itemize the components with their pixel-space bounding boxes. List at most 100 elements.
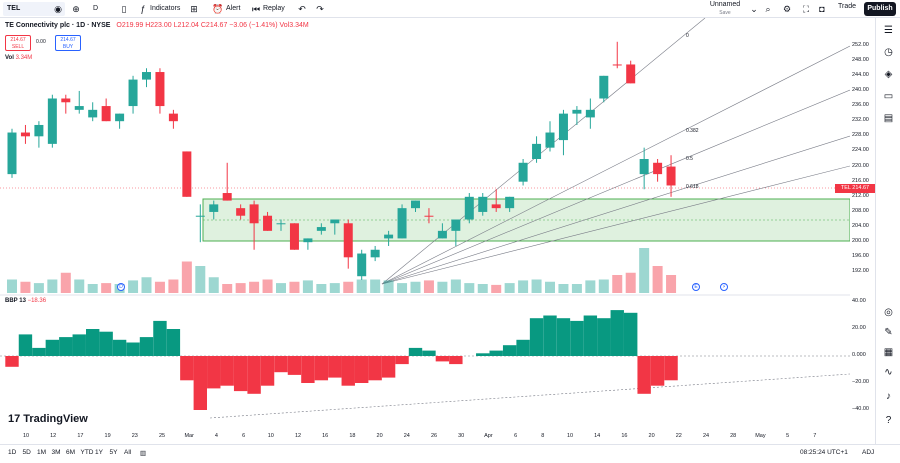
- legend-title[interactable]: TE Connectivity plc · 1D · NYSE: [5, 22, 111, 29]
- candle-body: [478, 196, 488, 212]
- time-axis[interactable]: 10 12 17 19 23 25 Mar 4 6 10 12 16 18 20 24 26 30 Apr 6 8 10…: [0, 430, 850, 444]
- chart-type-icon[interactable]: ▯: [121, 4, 127, 14]
- news-badge[interactable]: ⚡: [720, 283, 728, 291]
- layers-icon[interactable]: ◈: [884, 69, 893, 80]
- time-tick: 30: [458, 433, 465, 439]
- fib-label-5: 0.5: [686, 156, 693, 162]
- notifications-icon[interactable]: ♪: [886, 391, 891, 402]
- chevron-down-icon[interactable]: ⌄: [750, 4, 758, 14]
- bbp-bar: [72, 334, 86, 356]
- candle-body: [330, 219, 340, 224]
- bbp-bar: [529, 318, 544, 356]
- alert-button[interactable]: Alert: [226, 5, 241, 12]
- candle-body: [34, 124, 44, 137]
- legend-open: O219.99: [116, 22, 144, 29]
- eye-icon[interactable]: ◉: [54, 4, 62, 14]
- bbp-bar: [556, 318, 571, 356]
- add-symbol-icon[interactable]: ⊕: [72, 4, 80, 14]
- timeframe-button[interactable]: 6M: [66, 449, 76, 456]
- candle-body: [61, 98, 71, 103]
- volume-bar: [450, 279, 461, 293]
- clock[interactable]: 08:25:24 UTC+1: [800, 449, 848, 456]
- publish-button[interactable]: Publish: [864, 2, 896, 16]
- volume-bar: [464, 283, 475, 293]
- search-icon[interactable]: ⌕: [765, 4, 771, 14]
- pulse-icon[interactable]: ∿: [884, 367, 893, 378]
- timeframe-button[interactable]: 3M: [51, 449, 61, 456]
- vol-value: 3.34M: [15, 55, 33, 61]
- time-tick: 26: [430, 433, 438, 439]
- candle-body: [7, 132, 17, 175]
- candle-body: [142, 72, 151, 80]
- buy-button[interactable]: 214.67 BUY: [55, 35, 81, 51]
- price-tick: 244.00: [852, 71, 869, 78]
- earnings-badge[interactable]: E: [692, 283, 700, 291]
- templates-icon[interactable]: ⊞: [190, 4, 198, 14]
- replay-button[interactable]: Replay: [263, 5, 285, 12]
- candle-body: [370, 249, 380, 258]
- data-window-icon[interactable]: ▤: [883, 113, 894, 124]
- bbp-bar: [597, 318, 611, 356]
- volume-bar: [397, 283, 408, 293]
- time-tick: 14: [594, 433, 601, 439]
- candle-body: [585, 109, 595, 118]
- volume-bar: [383, 280, 394, 293]
- dividend-badge[interactable]: D: [117, 283, 125, 291]
- help-icon[interactable]: ?: [885, 415, 892, 426]
- volume-bar: [276, 283, 286, 293]
- bbp-bar: [570, 320, 584, 356]
- tradingview-logo[interactable]: 17 TradingView: [8, 413, 88, 425]
- bbp-histogram: [5, 310, 678, 410]
- trade-buttons: 214.67 SELL 0.00 214.67 BUY: [5, 35, 85, 51]
- timeframe-button[interactable]: 1D: [8, 449, 17, 456]
- candle-body: [639, 159, 649, 175]
- symbol-search[interactable]: TEL: [3, 2, 65, 16]
- bbp-bar: [59, 337, 73, 356]
- timeframe-button[interactable]: 1M: [37, 449, 47, 456]
- target-icon[interactable]: ◎: [884, 307, 893, 318]
- volume-bar: [598, 279, 609, 293]
- volume-bar: [558, 284, 569, 293]
- volume-bar: [33, 283, 44, 293]
- adj-toggle[interactable]: ADJ: [862, 449, 875, 456]
- bbp-bar: [126, 342, 140, 356]
- timeframe-button[interactable]: 5D: [22, 449, 31, 456]
- camera-icon[interactable]: ◘: [819, 4, 825, 14]
- volume-bar: [222, 284, 233, 293]
- timeframe-button[interactable]: All: [124, 449, 132, 456]
- alert-icon: ⏰: [212, 4, 224, 14]
- indicators-button[interactable]: Indicators: [150, 5, 181, 12]
- trade-button[interactable]: Trade: [838, 3, 857, 10]
- volume-bar: [571, 284, 582, 293]
- alerts-clock-icon[interactable]: ◷: [884, 47, 893, 58]
- timeframe-button[interactable]: YTD: [80, 449, 94, 456]
- right-sidebar: ☰ ◷ ◈ ▭ ▤ ◎ ✎ ▦ ∿ ♪ ?: [875, 18, 900, 444]
- volume-bar: [356, 279, 367, 293]
- sell-button[interactable]: 214.67 SELL: [5, 35, 31, 51]
- volume-bar: [477, 284, 488, 293]
- candle-body: [249, 204, 259, 224]
- timeframe-button[interactable]: 5Y: [109, 449, 118, 456]
- chat-icon[interactable]: ▭: [883, 91, 894, 102]
- timeframe-button[interactable]: 1Y: [95, 449, 103, 456]
- undo-icon[interactable]: ↶: [298, 4, 306, 14]
- candle-body: [155, 72, 165, 107]
- fullscreen-icon[interactable]: ⛶: [802, 4, 810, 14]
- watchlist-icon[interactable]: ☰: [884, 25, 893, 36]
- candle-body: [128, 79, 138, 107]
- time-tick: 25: [158, 433, 166, 439]
- chart-canvas[interactable]: [0, 18, 850, 430]
- settings-icon[interactable]: ⚙: [782, 4, 792, 14]
- volume-legend[interactable]: Vol 3.34M: [5, 55, 32, 61]
- price-tick: 220.00: [852, 162, 869, 169]
- bbp-bar: [5, 356, 19, 367]
- layout-name[interactable]: Unnamed Save: [702, 1, 748, 17]
- candle-body: [558, 113, 568, 141]
- interval-button[interactable]: D: [93, 5, 99, 12]
- date-range-icon[interactable]: ▥: [140, 450, 147, 457]
- redo-icon[interactable]: ↷: [316, 4, 324, 14]
- calendar-icon[interactable]: ▦: [883, 347, 894, 358]
- ideas-icon[interactable]: ✎: [884, 327, 893, 338]
- indicators-icon: ƒ: [140, 4, 146, 14]
- bbp-legend[interactable]: BBP 13 −18.36: [5, 298, 46, 304]
